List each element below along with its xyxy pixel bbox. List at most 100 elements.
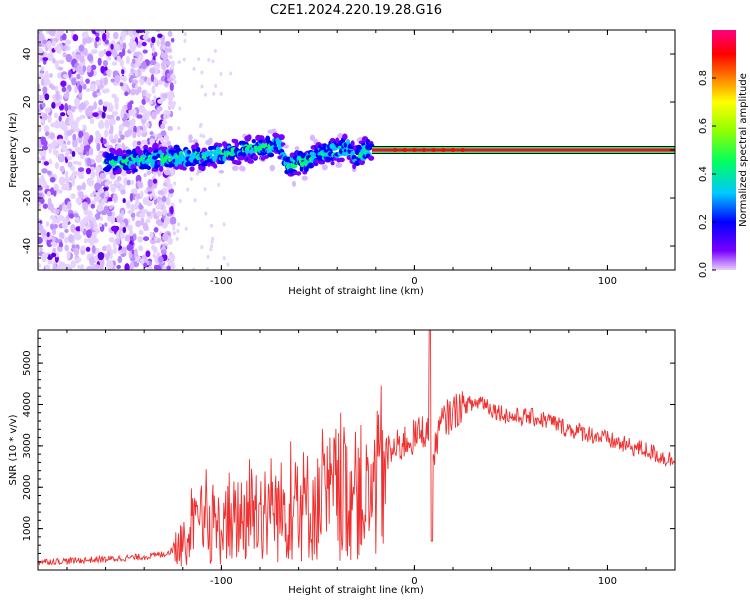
spectrogram-noise-cell <box>102 101 110 107</box>
spectrogram-noise-cell <box>40 155 46 161</box>
spectrogram-noise-cell <box>104 129 109 138</box>
spectrogram-noise-cell <box>56 43 60 53</box>
spectrogram-noise-cell <box>219 91 223 96</box>
snr-y-tick-label: 1000 <box>22 516 33 541</box>
spectrogram-noise-cell <box>75 197 82 205</box>
spectrogram-noise-cell <box>74 146 81 153</box>
colorbar-tick-label: 0.8 <box>698 70 709 86</box>
colorbar-gradient <box>712 30 736 270</box>
spectrogram-noise-cell <box>42 180 47 188</box>
spectrogram-noise-cell <box>209 247 213 252</box>
spectrogram-noise-cell <box>206 266 210 270</box>
spectrogram-noise-cell <box>85 246 91 252</box>
spectrogram-noise-cell <box>125 200 131 209</box>
spectrogram-noise-cell <box>198 124 202 129</box>
spectrogram-noise-cell <box>207 57 211 62</box>
spectrogram-noise-cell <box>142 127 147 134</box>
spectrogram-noise-cell <box>192 66 196 71</box>
spectrogram-noise-cell <box>107 69 112 78</box>
spectrogram-noise-cell <box>50 223 54 230</box>
spectrogram-noise-cell <box>108 128 114 136</box>
spectrogram-noise-cell <box>121 246 127 254</box>
spectrogram-noise-cell <box>161 195 167 203</box>
spectrogram-noise-cell <box>211 236 215 241</box>
spectrogram-noise-cell <box>126 56 130 65</box>
spectrogram-noise-cell <box>95 30 101 33</box>
spectrogram-noise-cell <box>209 244 213 249</box>
spectrogram-noise-cell <box>91 245 96 254</box>
spectrogram-noise-cell <box>62 52 67 58</box>
spectrogram-noise-cell <box>78 84 83 94</box>
spectrogram-noise-cell <box>162 232 169 241</box>
spectrogram-noise-cell <box>173 181 177 186</box>
spectrogram-noise-cell <box>133 51 140 57</box>
spectrogram-ridge-cell <box>215 145 221 153</box>
spectrogram-noise-cell <box>138 86 142 93</box>
spectrogram-ridge-cell <box>189 166 195 172</box>
spectrogram-ridge-cell <box>263 155 269 159</box>
spectrogram-ridge-cell <box>188 134 193 141</box>
spectrogram-noise-cell <box>147 178 153 188</box>
spectrogram-noise-cell <box>99 216 104 221</box>
spectrogram-noise-cell <box>121 35 126 41</box>
spectrogram-noise-cell <box>77 161 82 166</box>
spectrogram-noise-cell <box>171 94 175 99</box>
spectrogram-noise-cell <box>88 214 93 221</box>
spectrogram-noise-cell <box>213 48 217 53</box>
spectrogram-noise-cell <box>87 105 95 112</box>
spectrogram-noise-cell <box>50 241 57 246</box>
spectrogram-noise-cell <box>81 182 86 191</box>
spectrogram-noise-cell <box>160 130 167 137</box>
spectrogram-noise-cell <box>128 251 133 259</box>
spectrogram-noise-cell <box>90 203 96 209</box>
spectrogram-noise-cell <box>226 262 230 267</box>
spectrogram-noise-cell <box>57 214 65 221</box>
spectrogram-noise-cell <box>102 59 108 67</box>
spectrogram-noise-cell <box>80 263 85 270</box>
spectrogram-noise-cell <box>101 111 106 119</box>
spectrogram-noise-cell <box>38 192 43 198</box>
spectrogram-noise-cell <box>160 40 166 46</box>
spectrogram-x-tick-label: 0 <box>411 276 417 287</box>
spectrogram-noise-cell <box>64 177 70 184</box>
spectrogram-noise-cell <box>212 91 216 96</box>
spectrogram-noise-cell <box>113 246 117 255</box>
spectrogram-noise-cell <box>51 227 57 236</box>
spectrogram-ridge-cell <box>231 165 239 171</box>
spectrogram-noise-cell <box>149 67 156 74</box>
spectrogram-noise-cell <box>92 190 97 196</box>
spectrogram-noise-cell <box>41 168 48 174</box>
spectrogram-noise-cell <box>211 59 215 64</box>
spectrogram-noise-cell <box>115 116 121 121</box>
spectrogram-noise-cell <box>134 248 138 258</box>
spectrogram-noise-cell <box>38 30 43 33</box>
spectrogram-noise-cell <box>136 125 141 130</box>
spectrogram-noise-cell <box>219 71 223 76</box>
spectrogram-noise-cell <box>124 91 129 97</box>
spectrogram-noise-cell <box>95 154 102 162</box>
spectrogram-ridge-cell <box>368 155 375 161</box>
spectrogram-noise-cell <box>164 41 171 47</box>
spectrogram-noise-cell <box>206 254 210 259</box>
spectrogram-noise-cell <box>68 113 74 120</box>
spectrogram-noise-cell <box>112 51 118 58</box>
spectrogram-noise-cell <box>130 212 136 218</box>
snr-panel: -100 0 100 1000 2000 3000 4000 5000 Height of s… <box>8 329 676 596</box>
spectrogram-noise-cell <box>84 47 88 56</box>
spectrogram-noise-cell <box>104 119 110 128</box>
spectrogram-noise-cell <box>138 129 144 135</box>
spectrogram-noise-cell <box>40 118 45 124</box>
spectrogram-noise-cell <box>130 75 135 80</box>
spectrogram-noise-cell <box>38 94 41 102</box>
spectrogram-noise-cell <box>124 263 130 270</box>
spectrogram-noise-cell <box>143 30 150 36</box>
spectrogram-noise-cell <box>106 114 111 120</box>
spectrogram-noise-cell <box>164 47 169 54</box>
spectrogram-noise-cell <box>100 258 105 268</box>
spectrogram-noise-cell <box>38 262 41 269</box>
spectrogram-ridge-cell <box>278 134 285 141</box>
spectrogram-noise-cell <box>67 201 72 210</box>
spectrogram-noise-cell <box>161 141 168 148</box>
spectrogram-noise-cell <box>91 231 97 239</box>
spectrogram-noise-cell <box>89 223 95 229</box>
